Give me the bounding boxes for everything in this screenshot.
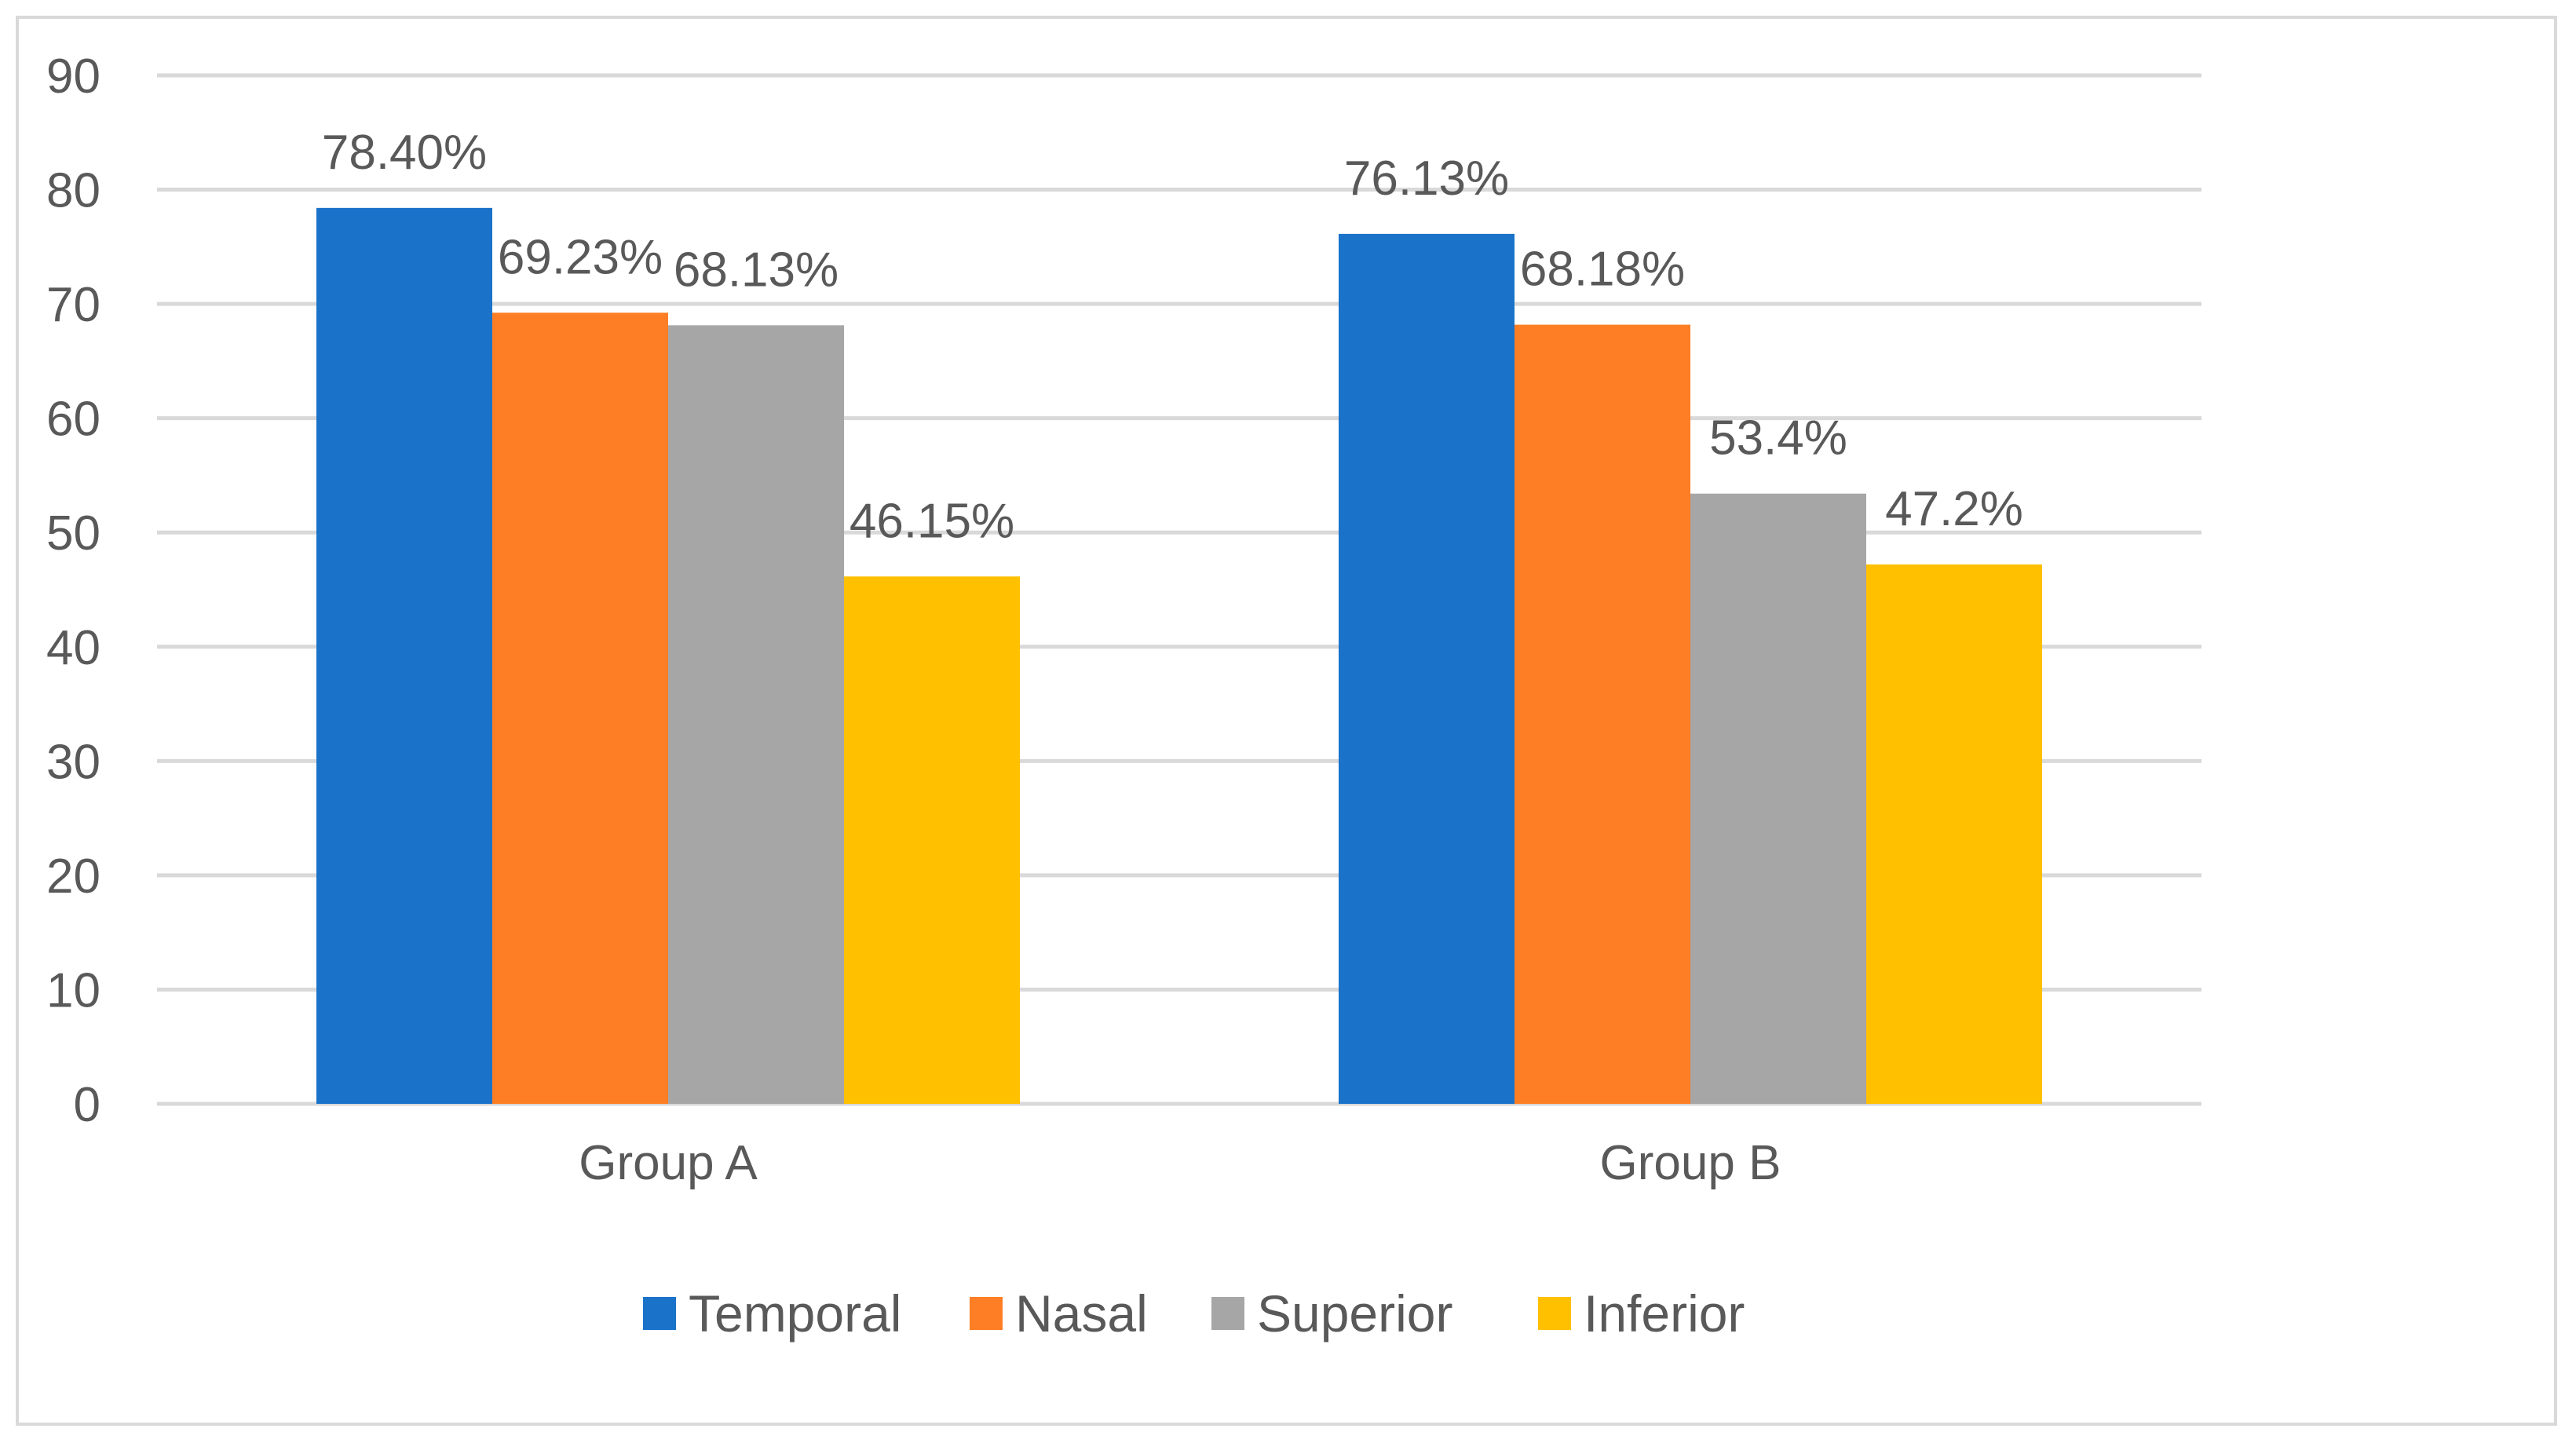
y-tick-label: 80 [46, 164, 100, 218]
legend-swatch [1538, 1297, 1571, 1330]
bar-superior-group-a [668, 325, 844, 1105]
bar-nasal-group-a [492, 312, 668, 1105]
legend: Temporal Nasal Superior Inferior [643, 1284, 1745, 1343]
data-label: 78.40% [322, 126, 487, 180]
legend-item-superior: Superior [1211, 1284, 1452, 1343]
bar-nasal-group-b [1515, 324, 1690, 1104]
data-label: 68.13% [674, 243, 839, 297]
legend-item-nasal: Nasal [970, 1284, 1148, 1343]
legend-swatch [643, 1297, 676, 1330]
legend-swatch [970, 1297, 1003, 1330]
legend-swatch [1211, 1297, 1244, 1330]
bar-superior-group-b [1690, 493, 1866, 1104]
y-tick-label: 90 [46, 49, 100, 104]
y-tick-label: 20 [46, 849, 100, 904]
chart-frame: 0 10 20 30 40 50 60 70 80 90 78.40% 69.23% 68.13% 46… [16, 16, 2557, 1426]
category-label: Group A [579, 1136, 758, 1190]
legend-item-inferior: Inferior [1538, 1284, 1745, 1343]
y-tick-label: 50 [46, 506, 100, 561]
category-label: Group B [1600, 1136, 1781, 1190]
legend-label: Nasal [1015, 1284, 1148, 1343]
legend-label: Superior [1257, 1284, 1452, 1343]
legend-item-temporal: Temporal [643, 1284, 901, 1343]
data-label: 46.15% [850, 494, 1014, 548]
data-label: 76.13% [1344, 152, 1509, 206]
data-label: 47.2% [1885, 482, 2023, 536]
y-tick-label: 70 [46, 278, 100, 332]
bar-inferior-group-a [844, 576, 1020, 1104]
bar-temporal-group-b [1339, 233, 1515, 1105]
data-label: 69.23% [498, 230, 663, 284]
y-tick-label: 60 [46, 393, 100, 447]
y-tick-label: 30 [46, 735, 100, 789]
y-tick-label: 10 [46, 963, 100, 1017]
data-labels: 78.40%69.23% 68.13% 46.15% 76.13%68.18% 53.4… [322, 126, 2023, 548]
data-label: 68.18% [1520, 243, 1685, 297]
legend-label: Inferior [1584, 1284, 1745, 1343]
y-axis-ticks: 0 10 20 30 40 50 60 70 80 90 [46, 49, 100, 1132]
bars [316, 207, 2042, 1105]
bar-chart: 0 10 20 30 40 50 60 70 80 90 78.40%69.23% 68.13% 46… [46, 49, 2201, 1343]
bar-temporal-group-a [316, 207, 492, 1104]
y-tick-label: 0 [74, 1078, 100, 1132]
category-labels: Group A Group B [579, 1136, 1781, 1190]
legend-label: Temporal [689, 1284, 901, 1343]
bar-inferior-group-b [1866, 564, 2042, 1104]
y-tick-label: 40 [46, 621, 100, 675]
data-label: 53.4% [1709, 411, 1847, 466]
